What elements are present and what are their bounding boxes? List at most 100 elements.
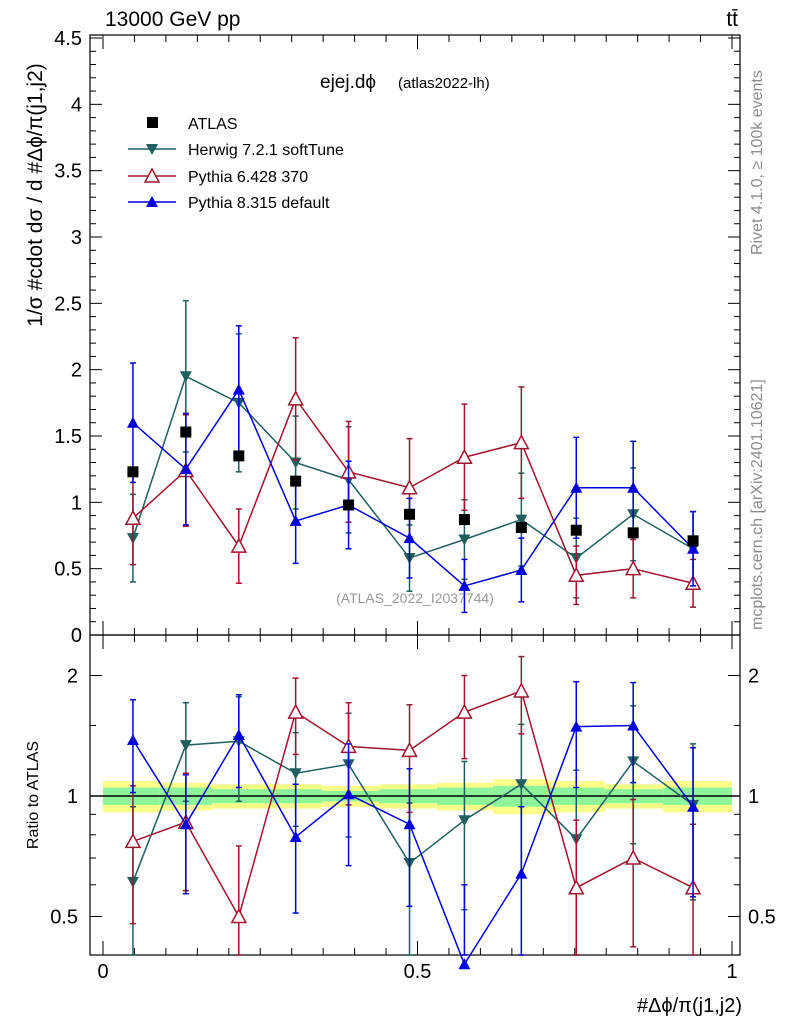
- main-atlas-point: [127, 466, 139, 478]
- main-pythia-6-428-370-point: [513, 434, 530, 450]
- x-ticks: 0 0.5 1: [97, 35, 738, 983]
- legend-pythia6-label: Pythia 6.428 370: [188, 169, 308, 186]
- main-ytick-label: 0.5: [54, 559, 82, 581]
- main-pythia-8-315-default-point: [179, 463, 192, 475]
- ratio-ytick-label-right: 1: [748, 786, 759, 808]
- ratio-pythia-8-315-default-point: [232, 729, 245, 741]
- main-pythia-8-315-default-point: [515, 563, 528, 575]
- ratio-uncertainty-bands: [103, 779, 732, 815]
- ratio-pythia-8-315-default-point: [403, 818, 416, 830]
- plot-subtitle: (atlas2022-lh): [398, 75, 490, 92]
- main-series: [124, 299, 702, 614]
- x-tick-label: 0: [97, 961, 108, 983]
- ratio-ytick-label: 0.5: [50, 907, 78, 929]
- legend-atlas-label: ATLAS: [188, 116, 238, 133]
- main-herwig-7-2-1-softtune-point: [515, 514, 528, 526]
- legend-item-herwig: Herwig 7.2.1 softTune: [128, 142, 344, 159]
- main-pythia-8-315-default-point: [570, 481, 583, 493]
- ratio-ylabel: Ratio to ATLAS: [25, 741, 42, 849]
- main-pythia-6-428-370-point: [401, 479, 418, 495]
- legend-atlas-marker: [147, 117, 158, 128]
- analysis-label: (ATLAS_2022_I2037744): [336, 590, 494, 606]
- main-ylabel: 1/σ #cdot dσ / d #Δϕ/π(j1,j2): [24, 63, 47, 326]
- main-ytick-label: 2.5: [54, 293, 82, 315]
- energy-label: 13000 GeV pp: [105, 8, 240, 31]
- main-pythia-8-315-default-point: [458, 579, 471, 591]
- main-atlas-point: [570, 524, 582, 536]
- ratio-series: [124, 655, 702, 970]
- ratio-panel-frame: [89, 634, 741, 956]
- legend-item-atlas: ATLAS: [147, 116, 238, 133]
- main-pythia-6-428-370-point: [230, 537, 248, 553]
- ratio-pythia-8-315-default-point: [570, 720, 583, 732]
- ratio-pythia-6-428-370-point: [124, 832, 142, 849]
- x-tick-label: 1: [726, 961, 737, 983]
- ratio-pythia-8-315-default-point: [687, 800, 700, 812]
- legend-herwig-label: Herwig 7.2.1 softTune: [188, 142, 344, 159]
- main-herwig-7-2-1-softtune-point: [458, 534, 471, 546]
- main-ytick-label: 3.5: [54, 161, 82, 183]
- ratio-herwig-7-2-1-softtune-point: [179, 740, 192, 752]
- main-pythia-6-428-370-point: [624, 560, 642, 576]
- ratio-herwig-7-2-1-softtune-point: [515, 779, 528, 791]
- main-ytick-label: 1: [71, 492, 82, 514]
- legend-item-pythia6: Pythia 6.428 370: [128, 167, 308, 186]
- main-pythia-6-428-370-point: [124, 509, 142, 526]
- legend: ATLAS Herwig 7.2.1 softTune Pythia 6.428…: [128, 116, 344, 212]
- main-pythia-8-315-default-point: [627, 481, 640, 493]
- main-ytick-label: 4: [71, 94, 82, 116]
- ratio-pythia-6-428-370-point: [287, 703, 304, 719]
- ratio-ytick-label: 2: [67, 666, 78, 688]
- main-atlas-point: [515, 522, 527, 534]
- main-pythia-8-315-default-point: [232, 383, 245, 395]
- plot-title: ejej.dϕ: [320, 72, 376, 93]
- main-pythia-8-315-default-point: [687, 542, 700, 554]
- ratio-pythia-8-315-default-point: [515, 867, 528, 879]
- ratio-pythia-8-315-default-point: [126, 734, 139, 746]
- main-pythia-8-315-default-point: [126, 416, 139, 428]
- ratio-ytick-label: 1: [67, 786, 78, 808]
- main-herwig-7-2-1-softtune-point: [179, 371, 192, 383]
- legend-herwig-marker: [146, 144, 158, 155]
- rivet-label: Rivet 4.1.0, ≥ 100k events: [749, 70, 766, 255]
- ratio-pythia-8-315-default-point: [289, 830, 302, 842]
- ratio-pythia-8-315-default-line: [132, 724, 694, 966]
- main-ytick-label: 1.5: [54, 426, 82, 448]
- main-pythia-8-315-default-point: [403, 532, 416, 544]
- ratio-pythia-6-428-370-point: [401, 741, 418, 758]
- ratio-ytick-label-right: 0.5: [748, 907, 776, 929]
- main-atlas-point: [343, 499, 355, 511]
- ratio-pythia-8-315-default-point: [342, 788, 355, 800]
- ratio-pythia-6-428-370-point: [568, 879, 585, 895]
- main-ytick-label: 3: [71, 227, 82, 249]
- ratio-ytick-label-right: 2: [748, 666, 759, 688]
- main-atlas-point: [687, 535, 699, 547]
- main-herwig-7-2-1-softtune-line: [132, 375, 694, 559]
- ratio-pythia-6-428-370-point: [513, 682, 530, 698]
- main-atlas-point: [627, 527, 639, 539]
- main-pythia-6-428-370-point: [456, 448, 473, 464]
- process-label: tt̄: [726, 8, 738, 31]
- ratio-pythia-6-428-370-point: [230, 907, 248, 924]
- main-atlas-point: [180, 426, 192, 438]
- legend-pythia8-label: Pythia 8.315 default: [188, 195, 330, 212]
- x-axis-label: #Δϕ/π(j1,j2): [637, 995, 742, 1017]
- main-pythia-6-428-370-point: [568, 566, 585, 583]
- ratio-pythia-6-428-370-point: [624, 849, 642, 865]
- legend-item-pythia8: Pythia 8.315 default: [128, 195, 330, 212]
- mcplots-label: mcplots.cern.ch [arXiv:2401.10621]: [749, 379, 766, 630]
- main-ytick-label: 2: [71, 360, 82, 382]
- ratio-pythia-8-315-default-point: [458, 958, 471, 970]
- main-pythia-8-315-default-point: [289, 514, 302, 526]
- ratio-y-ticks: 0.5 0.5 1 1 2 2: [50, 666, 776, 929]
- legend-pythia8-marker: [146, 196, 158, 207]
- x-tick-label: 0.5: [404, 961, 432, 983]
- main-ytick-label: 0: [71, 625, 82, 647]
- ratio-pythia-8-315-default-point: [179, 818, 192, 830]
- legend-pythia6-marker: [143, 167, 161, 183]
- ratio-herwig-7-2-1-softtune-point: [458, 815, 471, 827]
- main-atlas-point: [458, 514, 470, 526]
- main-y-ticks: 0 0.5 1 1.5 2 2.5 3 3.5 4 4.5: [54, 28, 740, 647]
- main-atlas-point: [404, 508, 416, 520]
